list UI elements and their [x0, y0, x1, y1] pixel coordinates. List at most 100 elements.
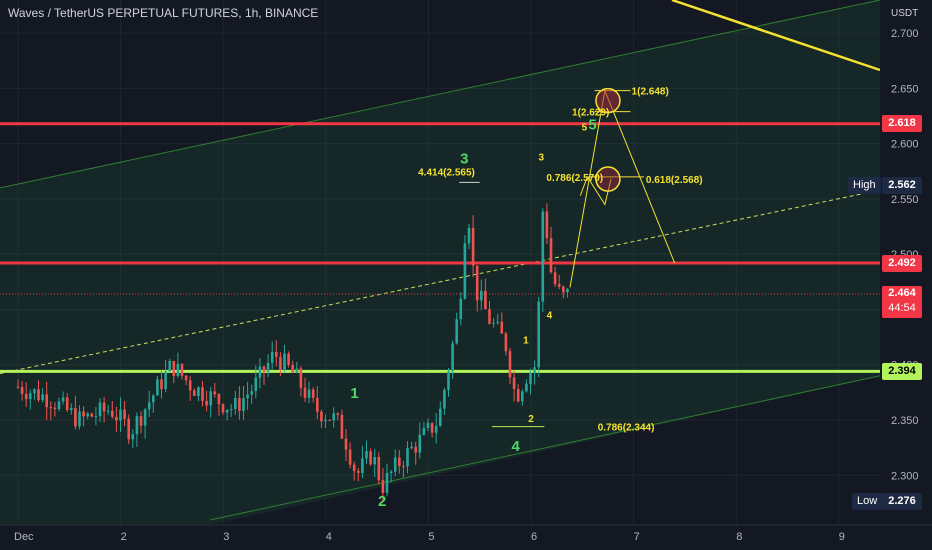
candle-body: [410, 446, 413, 449]
candle-body: [74, 408, 77, 427]
candle-body: [361, 458, 364, 473]
wave-label: 1: [350, 385, 358, 402]
countdown-timer: 44:54: [888, 302, 916, 314]
candle-body: [168, 360, 171, 372]
candle-body: [123, 409, 126, 419]
candle-body: [521, 391, 524, 402]
candle-body: [529, 372, 532, 384]
candle-body: [475, 265, 479, 301]
fib-label: 1(2.648): [632, 87, 669, 98]
candle-body: [53, 407, 57, 410]
candle-body: [287, 353, 290, 365]
candle-body: [369, 451, 372, 465]
candle-body: [270, 351, 274, 363]
candle-body: [238, 397, 241, 411]
candle-body: [164, 371, 167, 390]
fib-label: 4.414(2.565): [418, 167, 475, 178]
candle-body: [152, 395, 155, 403]
wave-label: 5: [582, 122, 588, 133]
candle-body: [385, 473, 389, 493]
candle-body: [496, 321, 499, 323]
candle-body: [439, 408, 442, 427]
candle-body: [557, 284, 561, 287]
candle-body: [311, 389, 315, 398]
low-value: 2.276: [882, 493, 922, 511]
candle-body: [254, 377, 258, 392]
projection-line-small: [587, 176, 612, 206]
candle-body: [197, 387, 200, 396]
candle-body: [242, 398, 245, 411]
candle-body: [201, 387, 204, 401]
candle-body: [393, 457, 397, 472]
candle-body: [447, 371, 450, 390]
candle-body: [340, 414, 344, 439]
candle-body: [98, 402, 102, 417]
candle-body: [381, 480, 385, 493]
candle-body: [426, 422, 430, 428]
x-tick-label: 7: [634, 531, 640, 543]
wave-label: 3: [538, 152, 544, 163]
candle-body: [328, 419, 331, 421]
candle-body: [316, 397, 319, 412]
projection-line-small: [579, 176, 588, 196]
candle-body: [45, 394, 48, 408]
candle-body: [357, 470, 360, 473]
candle-body: [566, 288, 569, 293]
candle-body: [49, 407, 53, 409]
candle-body: [225, 409, 229, 413]
candle-body: [106, 410, 110, 412]
candle-body: [180, 363, 184, 376]
candle-body: [467, 227, 471, 244]
candle-body: [119, 409, 122, 421]
candle-body: [258, 366, 262, 378]
fib-label: 1(2.629): [572, 108, 609, 119]
fib-label: 0.786(2.570): [546, 173, 603, 184]
candle-body: [422, 427, 426, 435]
y-tick-label: 2.600: [891, 139, 919, 151]
candle-body: [562, 286, 565, 293]
x-tick-label: 5: [428, 531, 434, 543]
candle-body: [553, 272, 557, 285]
candle-body: [184, 375, 188, 381]
candle-body: [402, 466, 405, 468]
candle-body: [406, 448, 409, 467]
candle-body: [209, 391, 212, 406]
candle-body: [283, 353, 286, 370]
candle-body: [471, 227, 475, 266]
candle-body: [172, 360, 176, 377]
candle-body: [229, 409, 233, 411]
candle-body: [504, 333, 508, 352]
candle-body: [115, 416, 118, 421]
candle-body: [352, 464, 356, 471]
candle-body: [299, 368, 303, 388]
candle-body: [90, 413, 94, 417]
candle-body: [37, 389, 40, 401]
candle-body: [61, 397, 65, 402]
fib-label: 0.618(2.568): [646, 175, 703, 186]
candle-body: [111, 410, 114, 417]
candle-body: [332, 413, 335, 421]
candle-body: [525, 383, 528, 392]
candle-body: [279, 356, 282, 370]
candle-body: [143, 409, 147, 426]
candle-body: [156, 379, 159, 396]
candle-body: [65, 397, 69, 411]
candle-body: [135, 416, 139, 435]
candle-body: [516, 389, 520, 402]
wave-label: 4: [547, 310, 553, 321]
candle-body: [176, 363, 180, 377]
x-tick-label: 4: [326, 531, 332, 543]
trend-line: [671, 0, 881, 72]
candle-body: [262, 366, 266, 372]
y-tick-label: 2.650: [891, 83, 919, 95]
candle-body: [324, 419, 327, 422]
y-tick-label: 2.700: [891, 28, 919, 40]
target-circle: [595, 166, 621, 192]
candle-body: [266, 362, 270, 372]
candle-body: [250, 391, 253, 395]
candle-body: [480, 290, 483, 301]
candle-body: [41, 394, 44, 401]
x-tick-label: 3: [223, 531, 229, 543]
